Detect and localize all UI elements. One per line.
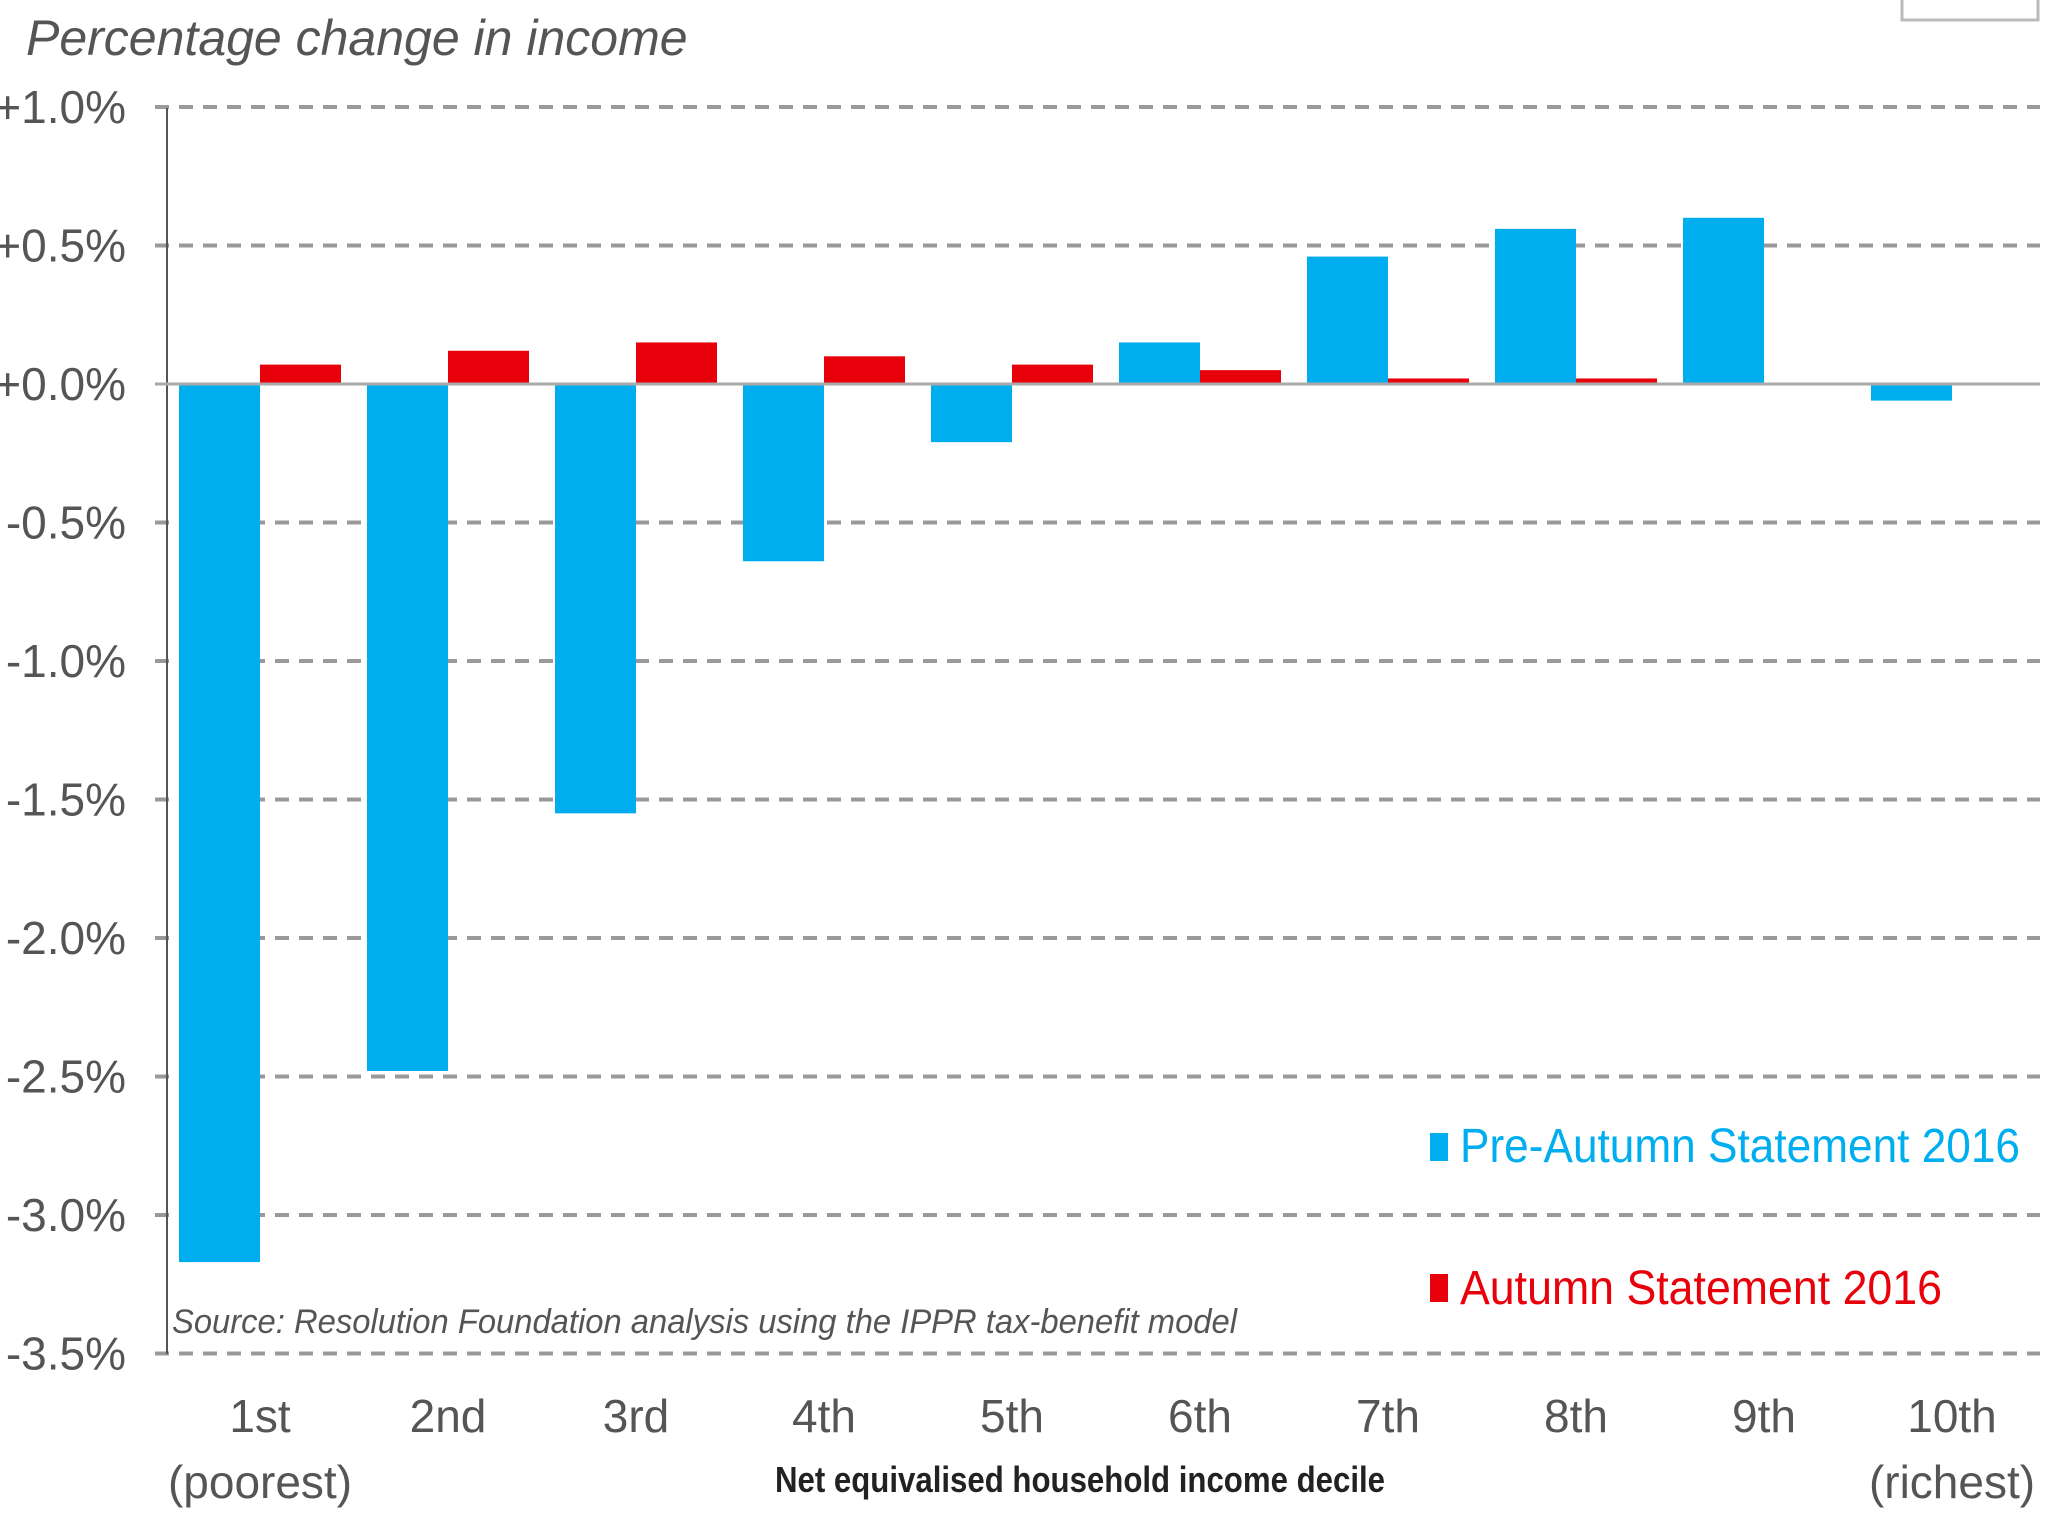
- source-note: Source: Resolution Foundation analysis u…: [172, 1303, 1238, 1341]
- x-tick-label: 8th: [1544, 1390, 1608, 1442]
- bar-autumn-2nd: [448, 350, 529, 384]
- bar-autumn-6th: [1200, 370, 1281, 384]
- bars: [179, 217, 1952, 1263]
- legend-swatch-pre-autumn: [1430, 1133, 1448, 1161]
- x-tick-label: 6th: [1168, 1390, 1232, 1442]
- corner-box: [1900, 0, 2040, 22]
- x-axis-label: Net equivalised household income decile: [775, 1459, 1385, 1500]
- x-tick-label: 7th: [1356, 1390, 1420, 1442]
- bar-autumn-8th: [1576, 378, 1657, 384]
- y-tick-label: -2.5%: [6, 1051, 126, 1103]
- x-axis-categories: 1st (poorest) 2nd 3rd 4th 5th 6th 7th 8th 9th 10th…: [168, 1390, 2035, 1508]
- x-tick-label: 1st: [229, 1390, 291, 1442]
- x-tick-label: 4th: [792, 1390, 856, 1442]
- bar-pre-autumn-10th: [1871, 384, 1952, 401]
- x-tick-label: 3rd: [603, 1390, 669, 1442]
- y-tick-label: +1.0%: [0, 81, 126, 133]
- gridlines: [155, 105, 2040, 1356]
- bar-pre-autumn-1st: [179, 384, 260, 1263]
- legend-swatch-autumn: [1430, 1274, 1448, 1302]
- x-tick-sublabel: (poorest): [168, 1456, 352, 1508]
- bar-pre-autumn-7th: [1307, 256, 1388, 384]
- bar-autumn-3rd: [636, 342, 717, 384]
- bar-pre-autumn-8th: [1495, 228, 1576, 384]
- bar-pre-autumn-3rd: [555, 384, 636, 814]
- y-tick-label: +0.0%: [0, 358, 126, 410]
- bar-pre-autumn-4th: [743, 384, 824, 562]
- bar-autumn-4th: [824, 356, 905, 384]
- bar-pre-autumn-9th: [1683, 217, 1764, 384]
- y-axis-ticks: +1.0% +0.5% +0.0% -0.5% -1.0% -1.5% -2.0% -2.5%…: [0, 81, 126, 1380]
- y-tick-label: -1.0%: [6, 635, 126, 687]
- x-tick-label: 10th: [1907, 1390, 1997, 1442]
- legend-label-autumn: Autumn Statement 2016: [1460, 1262, 1942, 1315]
- y-tick-label: -3.0%: [6, 1189, 126, 1241]
- bar-pre-autumn-6th: [1119, 342, 1200, 384]
- bar-autumn-5th: [1012, 364, 1093, 384]
- y-tick-label: -2.0%: [6, 912, 126, 964]
- legend: Pre-Autumn Statement 2016 Autumn Stateme…: [1430, 1120, 2020, 1315]
- bar-pre-autumn-2nd: [367, 384, 448, 1071]
- y-tick-label: -0.5%: [6, 497, 126, 549]
- bar-pre-autumn-5th: [931, 384, 1012, 443]
- bar-autumn-7th: [1388, 378, 1469, 384]
- x-tick-label: 9th: [1732, 1390, 1796, 1442]
- y-tick-label: +0.5%: [0, 220, 126, 272]
- y-tick-label: -3.5%: [6, 1328, 126, 1380]
- x-tick-label: 2nd: [410, 1390, 487, 1442]
- legend-label-pre-autumn: Pre-Autumn Statement 2016: [1460, 1120, 2020, 1173]
- bar-autumn-1st: [260, 364, 341, 384]
- y-tick-label: -1.5%: [6, 774, 126, 826]
- chart-title: Percentage change in income: [26, 10, 688, 66]
- x-tick-label: 5th: [980, 1390, 1044, 1442]
- x-tick-sublabel: (richest): [1869, 1456, 2035, 1508]
